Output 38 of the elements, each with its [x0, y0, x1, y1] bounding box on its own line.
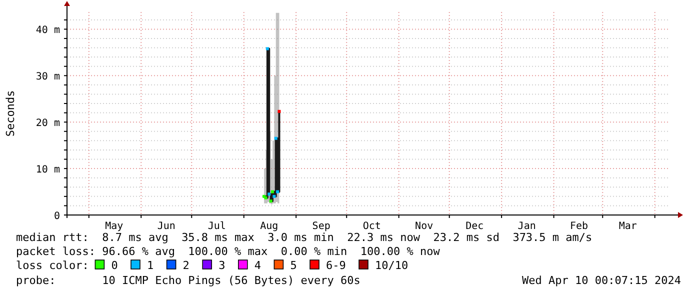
x-tick-label: Jan: [518, 221, 536, 232]
x-tick-label: Oct: [362, 221, 381, 232]
x-tick-label: Nov: [415, 221, 434, 232]
x-tick-label: Jul: [208, 221, 226, 232]
legend-label: 3: [218, 259, 226, 272]
point: [266, 47, 269, 50]
y-tick-label: 10 m: [36, 164, 60, 176]
legend-title: loss color:: [16, 259, 89, 272]
x-tick-label: Dec: [466, 221, 484, 232]
x-tick-label: May: [105, 221, 124, 232]
x-tick-label: Sep: [312, 221, 330, 232]
point: [269, 200, 272, 203]
point: [274, 136, 278, 140]
legend-label: 2: [182, 259, 190, 272]
y-tick-label: 40 m: [36, 25, 60, 36]
y-tick-label: 30 m: [36, 72, 60, 83]
legend-label: 10/10: [375, 259, 408, 272]
point: [270, 190, 274, 194]
text: median rtt: 8.7 ms avg 35.8 ms max 3.0 ms min 22.3 ms now 23.2 ms sd 373.5 m am/s: [16, 231, 592, 244]
point: [276, 190, 280, 194]
legend-label: 1: [147, 259, 154, 272]
legend-label: 4: [254, 259, 262, 272]
x-tick-label: Mar: [618, 221, 637, 232]
point: [278, 110, 281, 113]
legend-label: 5: [290, 259, 297, 272]
text: Wed Apr 10 00:07:15 2024: [522, 274, 682, 287]
y-axis-title: Seconds: [4, 90, 17, 137]
point: [268, 192, 271, 196]
y-tick-label: 20 m: [36, 118, 60, 130]
x-tick-label: Aug: [260, 221, 278, 232]
x-tick-label: Feb: [570, 221, 588, 232]
legend-label: 0: [111, 259, 118, 272]
point: [272, 194, 276, 198]
text: probe: 10 ICMP Echo Pings (56 Bytes) every 60s: [16, 274, 360, 287]
legend-label: 6-9: [326, 259, 346, 272]
y-tick-label: 0: [54, 211, 60, 222]
text: packet loss: 96.66 % avg 100.00 % max 0.00 % min 100.00 % now: [16, 245, 440, 258]
x-tick-label: Jun: [157, 221, 176, 232]
